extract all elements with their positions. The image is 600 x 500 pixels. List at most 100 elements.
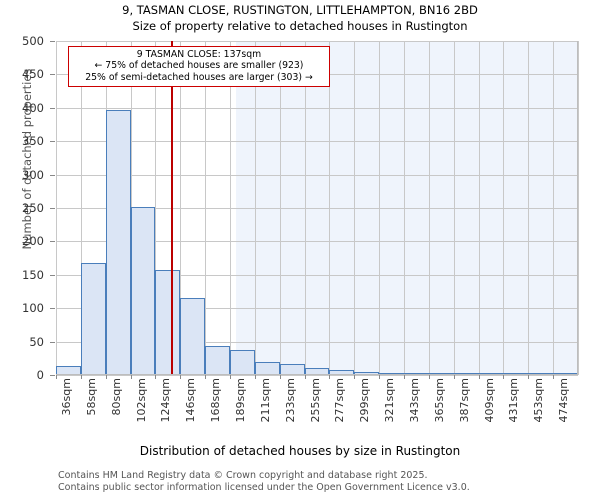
gridline-vertical [479, 41, 480, 375]
histogram-bar [56, 366, 81, 375]
x-axis-tick-label: 146sqm [184, 378, 198, 423]
y-axis-tick-label: 250 [22, 201, 44, 215]
y-axis-tick-labels: 0 50 100 150 200 250 300 350 400 450 500 [0, 34, 55, 382]
x-axis-tick [254, 375, 256, 379]
x-axis-tick-label: 80sqm [109, 378, 123, 416]
histogram-bar [255, 361, 280, 375]
histogram-bar [106, 110, 131, 375]
x-axis-tick-label: 299sqm [358, 378, 372, 423]
x-axis-tick-label: 233sqm [283, 378, 297, 423]
y-axis-tick-label: 50 [29, 334, 44, 349]
y-axis-tick [50, 174, 55, 176]
gridline-vertical [280, 41, 281, 375]
annotation-line-1: 9 TASMAN CLOSE: 137sqm [136, 49, 262, 60]
histogram-bar [280, 364, 305, 375]
histogram-bar [404, 373, 429, 375]
gridline-vertical [255, 41, 256, 375]
x-axis-tick-label: 189sqm [234, 378, 247, 423]
x-axis-tick [304, 375, 306, 379]
x-axis-tick-label: 387sqm [457, 378, 471, 423]
gridline-vertical [379, 41, 380, 375]
gridline-horizontal [56, 174, 578, 176]
x-axis-tick [478, 375, 480, 379]
footer-line-1: Contains HM Land Registry data © Crown c… [58, 470, 428, 481]
histogram-bar [553, 373, 578, 375]
gridline-vertical [180, 41, 181, 375]
x-axis-tick-label: 431sqm [507, 378, 521, 423]
gridline-vertical [155, 41, 156, 375]
y-axis-tick [50, 375, 55, 376]
y-axis-tick [50, 74, 55, 76]
gridline-vertical [528, 41, 529, 375]
x-axis-tick-label: 474sqm [557, 378, 571, 423]
x-axis-tick-label: 277sqm [333, 378, 347, 423]
x-axis-tick [453, 375, 455, 379]
y-axis-tick-label: 200 [22, 234, 44, 249]
gridline-vertical [305, 41, 306, 375]
histogram-bar [503, 373, 528, 375]
gridline-horizontal [56, 274, 578, 276]
gridline-horizontal [56, 308, 578, 310]
y-axis-tick [50, 241, 55, 243]
x-axis-tick [503, 375, 505, 379]
histogram-bar [155, 270, 180, 375]
y-axis-tick [50, 274, 55, 276]
x-axis-tick [230, 375, 231, 379]
histogram-bar [454, 373, 479, 375]
y-axis-tick-label: 0 [36, 368, 44, 382]
histogram-bar [131, 206, 155, 375]
x-axis-tick [205, 375, 207, 379]
histogram-bar [354, 371, 379, 375]
gridline-horizontal [56, 208, 578, 209]
y-axis-tick [50, 341, 55, 343]
x-axis-title: Distribution of detached houses by size … [139, 444, 461, 458]
x-axis-tick-label: 102sqm [134, 378, 148, 423]
histogram-bar [205, 346, 230, 375]
chart-title-line-2: Size of property relative to detached ho… [132, 19, 468, 33]
x-axis-tick-label: 409sqm [482, 378, 496, 423]
x-axis-tick [279, 375, 281, 379]
gridline-vertical [205, 41, 206, 375]
x-axis-tick [105, 375, 107, 379]
x-axis-tick [404, 375, 405, 379]
gridline-vertical [354, 41, 355, 375]
gridline-vertical [230, 41, 231, 375]
x-axis-tick-label: 453sqm [532, 378, 546, 423]
x-axis-tick-label: 36sqm [60, 378, 73, 416]
y-axis-tick-label: 150 [22, 267, 44, 282]
gridline-horizontal [56, 375, 578, 376]
annotation-line-2: ← 75% of detached houses are smaller (92… [94, 60, 304, 72]
x-axis-tick [528, 375, 530, 379]
gridline-vertical [81, 41, 82, 375]
histogram-bar [329, 370, 354, 375]
y-axis-tick [50, 141, 55, 143]
histogram-bar [429, 373, 454, 375]
gridline-horizontal [56, 41, 578, 42]
x-axis-tick [428, 375, 430, 379]
gridline-vertical [553, 41, 554, 375]
x-axis-tick [379, 375, 381, 379]
x-axis-tick [329, 375, 331, 379]
y-axis-tick-label: 450 [22, 67, 44, 82]
y-axis-tick-label: 350 [22, 134, 44, 149]
x-axis-tick [354, 375, 356, 379]
histogram-bar [180, 298, 205, 375]
y-axis-tick-label: 100 [22, 301, 44, 316]
y-axis-tick [50, 308, 55, 310]
gridline-vertical [503, 41, 504, 375]
gridline-horizontal [56, 241, 578, 243]
histogram-bar [379, 373, 404, 375]
x-axis-tick-label: 58sqm [84, 378, 98, 416]
y-axis-tick [50, 107, 55, 109]
histogram-bar [528, 373, 553, 375]
gridline-horizontal [56, 341, 578, 343]
gridline-horizontal [56, 141, 578, 143]
x-axis-tick-label: 168sqm [209, 378, 223, 423]
x-axis-tick-label: 321sqm [383, 378, 397, 423]
property-annotation-box: 9 TASMAN CLOSE: 137sqm ← 75% of detached… [68, 46, 330, 88]
y-axis-tick-label: 400 [22, 100, 44, 115]
x-axis-tick-label: 365sqm [432, 378, 446, 423]
histogram-bar [479, 373, 503, 375]
gridline-vertical [404, 41, 405, 375]
